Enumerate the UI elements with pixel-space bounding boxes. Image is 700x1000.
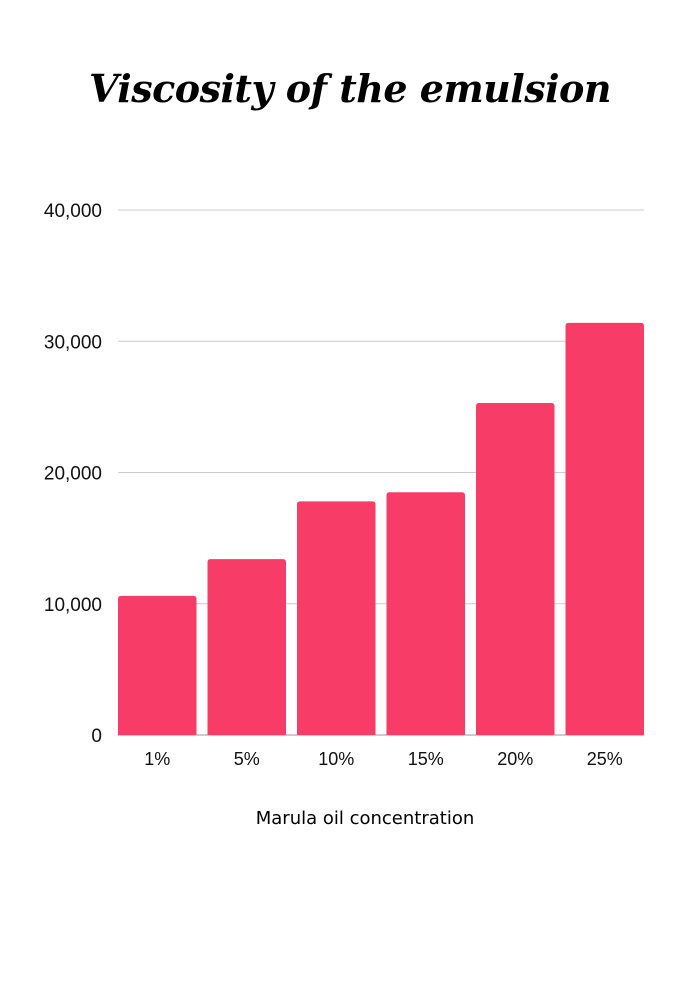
gridlines <box>118 209 644 736</box>
x-axis-title: Marula oil concentration <box>255 808 475 829</box>
y-tick-label: 40,000 <box>44 201 102 222</box>
x-tick-label: 15% <box>408 749 444 769</box>
x-tick-label: 5% <box>234 749 260 769</box>
bars <box>118 322 644 735</box>
y-axis-tick-labels: 0 10,000 20,000 30,000 40,000 <box>44 201 102 747</box>
y-tick-label: 20,000 <box>44 464 102 485</box>
bar-10pct <box>297 501 376 735</box>
x-tick-label: 20% <box>497 749 533 769</box>
chart-title: Viscosity of the emulsion <box>88 66 612 111</box>
y-tick-label: 10,000 <box>44 595 102 616</box>
bar-15pct <box>386 492 465 735</box>
x-axis-tick-labels: 1% 5% 10% 15% 20% 25% <box>144 749 623 769</box>
y-tick-label: 0 <box>91 726 102 747</box>
bar-20pct <box>476 402 555 735</box>
bar-5pct <box>207 559 286 735</box>
bar-25pct <box>565 322 644 735</box>
x-tick-label: 1% <box>144 749 170 769</box>
x-tick-label: 10% <box>318 749 354 769</box>
bar-1pct <box>118 595 197 735</box>
y-tick-label: 30,000 <box>44 332 102 353</box>
x-tick-label: 25% <box>587 749 623 769</box>
